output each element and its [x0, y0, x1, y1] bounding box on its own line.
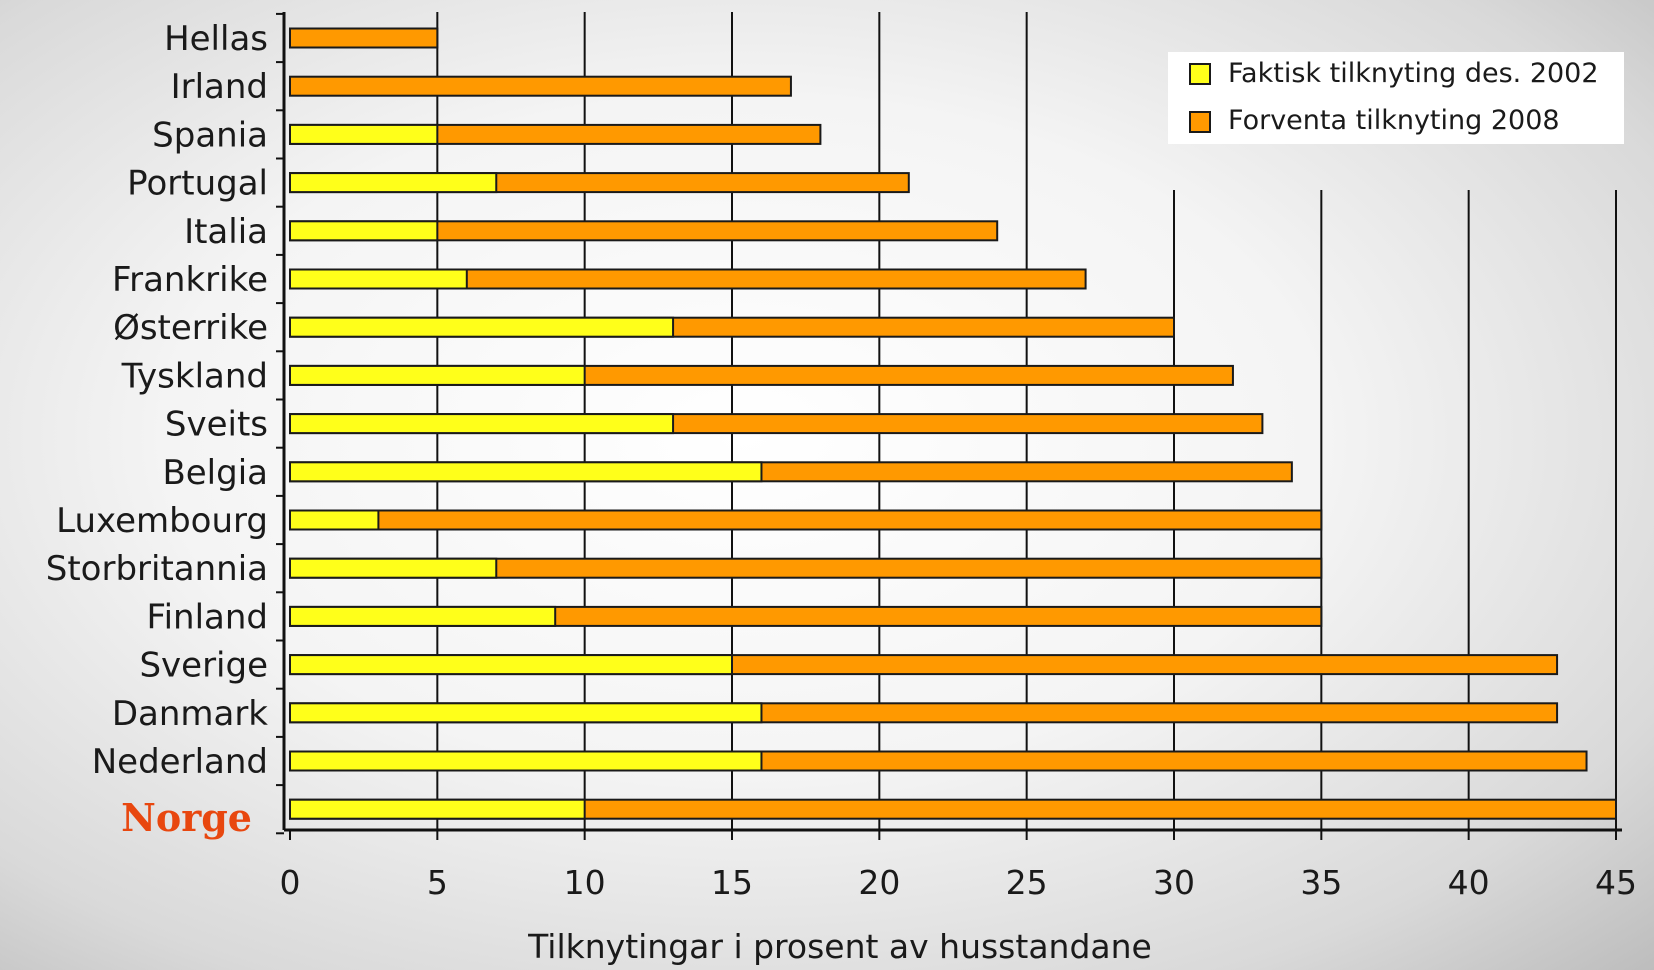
x-tick-label-10: 10 — [564, 863, 606, 902]
category-label-1: Irland — [171, 67, 268, 107]
category-label-8: Sveits — [165, 405, 268, 445]
bar-faktisk-12 — [289, 605, 557, 627]
bar-faktisk-3 — [289, 172, 498, 194]
bar-faktisk-4 — [289, 220, 439, 242]
bar-faktisk-11 — [289, 557, 498, 579]
bar-faktisk-13 — [289, 654, 733, 676]
legend-swatch-forventa — [1189, 111, 1211, 133]
bar-forventa-10 — [289, 509, 1323, 531]
x-tick-label-35: 35 — [1300, 863, 1342, 902]
bar-forventa-1 — [289, 75, 792, 97]
x-axis-title: Tilknytingar i prosent av husstandane — [527, 927, 1152, 966]
category-label-6: Østerrike — [113, 308, 268, 348]
legend-label-forventa: Forventa tilknyting 2008 — [1228, 105, 1560, 136]
category-label-12: Finland — [147, 597, 269, 637]
tick-labels: 0 5 10 15 20 25 30 35 40 45 — [280, 863, 1638, 902]
bar-faktisk-16 — [289, 798, 586, 820]
bar-faktisk-7 — [289, 364, 586, 386]
x-tick-label-0: 0 — [280, 863, 301, 902]
x-tick-label-20: 20 — [858, 863, 900, 902]
bar-faktisk-6 — [289, 316, 675, 338]
axes — [276, 12, 1622, 840]
category-label-7: Tyskland — [121, 356, 268, 396]
category-label-15: Nederland — [92, 742, 268, 782]
bar-forventa-0 — [289, 27, 439, 49]
category-label-13: Sverige — [139, 646, 268, 686]
bar-faktisk-2 — [289, 123, 439, 145]
legend: Faktisk tilknyting des. 2002 Forventa ti… — [1168, 52, 1624, 144]
category-label-16: Norge — [121, 795, 252, 840]
category-label-9: Belgia — [162, 453, 268, 493]
x-tick-label-15: 15 — [711, 863, 753, 902]
category-label-3: Portugal — [127, 164, 268, 204]
bar-faktisk-14 — [289, 702, 763, 724]
legend-swatch-faktisk — [1189, 63, 1211, 85]
category-label-14: Danmark — [112, 694, 268, 734]
category-label-2: Spania — [152, 115, 268, 155]
category-label-5: Frankrike — [112, 260, 268, 300]
bar-faktisk-5 — [289, 268, 468, 290]
x-tick-label-30: 30 — [1153, 863, 1195, 902]
x-tick-label-5: 5 — [427, 863, 448, 902]
bar-faktisk-15 — [289, 750, 763, 772]
category-label-0: Hellas — [164, 19, 268, 59]
x-tick-label-40: 40 — [1448, 863, 1490, 902]
bar-faktisk-8 — [289, 413, 675, 435]
bar-faktisk-10 — [289, 509, 380, 531]
legend-background — [1168, 52, 1624, 144]
bar-faktisk-9 — [289, 461, 763, 483]
bars — [289, 27, 1617, 820]
x-tick-label-25: 25 — [1006, 863, 1048, 902]
category-labels: Hellas Irland Spania Portugal Italia Frankrik… — [46, 19, 269, 840]
category-label-4: Italia — [184, 212, 268, 252]
category-label-11: Storbritannia — [46, 549, 268, 589]
category-label-10: Luxembourg — [56, 501, 268, 541]
x-tick-label-45: 45 — [1595, 863, 1637, 902]
legend-label-faktisk: Faktisk tilknyting des. 2002 — [1228, 58, 1599, 89]
